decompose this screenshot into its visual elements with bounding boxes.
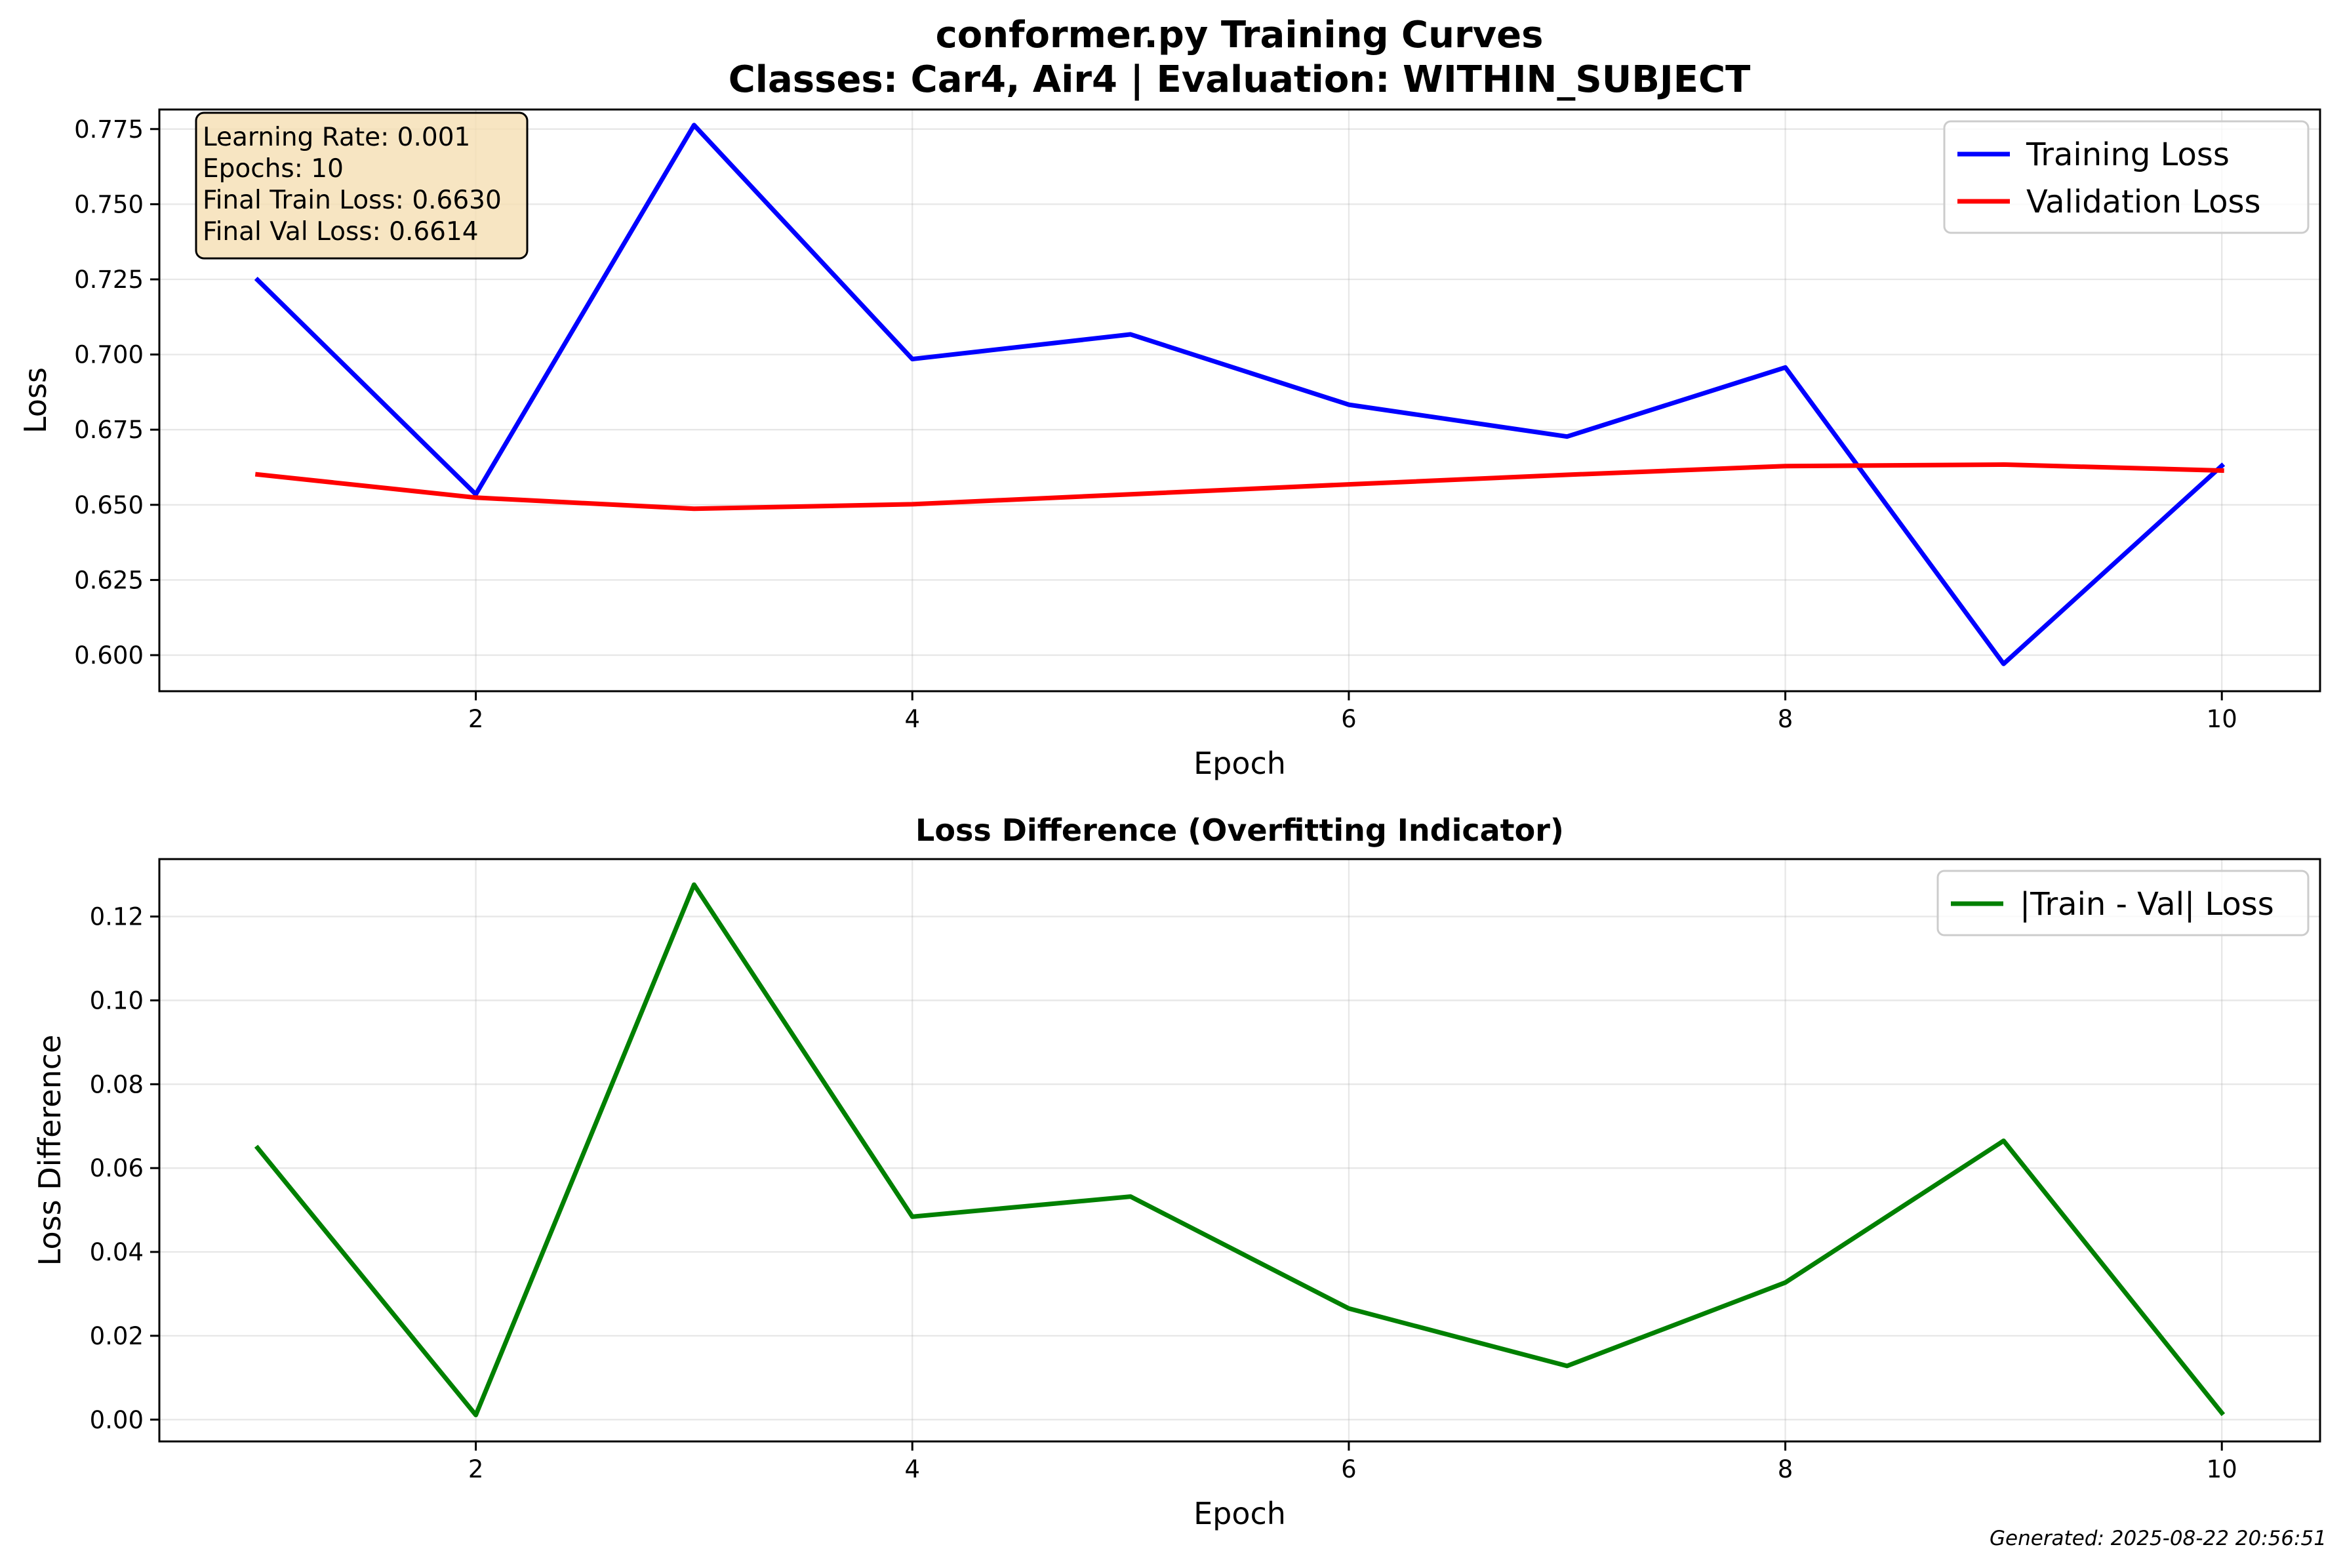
x-tick-label: 6	[1341, 1455, 1357, 1483]
info-box-frame	[195, 111, 529, 260]
legend: |Train - Val| Loss	[1936, 870, 2310, 936]
y-tick-label: 0.600	[74, 641, 144, 670]
y-tick-label: 0.625	[74, 566, 144, 594]
series-line-1	[254, 462, 2224, 512]
legend-frame	[1936, 870, 2310, 936]
series-line-0	[254, 123, 2226, 666]
x-tick-label: 10	[2207, 1455, 2237, 1483]
x-tick-label: 4	[904, 705, 920, 733]
y-tick-label: 0.775	[74, 115, 144, 144]
y-tick-label: 0.650	[74, 491, 144, 519]
axes-frame	[158, 108, 2321, 693]
legend-entry-label: Validation Loss	[2026, 184, 2261, 220]
y-tick-label: 0.700	[74, 341, 144, 369]
y-tick-label: 0.08	[90, 1070, 144, 1098]
subplot-title: Loss Difference (Overfitting Indicator)	[915, 813, 1564, 848]
x-tick-label: 6	[1341, 705, 1357, 733]
figure-title-line2: Classes: Car4, Air4 | Evaluation: WITHIN…	[729, 58, 1751, 101]
y-axis-label: Loss	[18, 367, 53, 433]
y-axis-label: Loss Difference	[32, 1035, 68, 1266]
legend-frame	[1943, 120, 2310, 234]
grid-lines	[159, 859, 2320, 1441]
x-tick-label: 10	[2207, 705, 2237, 733]
y-tick-label: 0.06	[90, 1154, 144, 1182]
legend-entry-label: Training Loss	[2026, 136, 2230, 173]
y-tick-label: 0.04	[90, 1238, 144, 1266]
x-tick-label: 2	[468, 1455, 484, 1483]
legend-entry-label: |Train - Val| Loss	[2020, 886, 2274, 923]
y-tick-label: 0.02	[90, 1322, 144, 1350]
axes-frame	[158, 858, 2321, 1443]
y-tick-label: 0.10	[90, 986, 144, 1015]
training-curves-plot: 2 4 6 8 10 0.600 0.625 0.650 0.675 0.700 0.725 0.75…	[18, 108, 2321, 781]
y-tick-label: 0.00	[90, 1406, 144, 1434]
info-box-line: Final Val Loss: 0.6614	[203, 217, 479, 247]
x-axis-label: Epoch	[1193, 746, 1286, 781]
info-box-line: Learning Rate: 0.001	[203, 123, 470, 152]
loss-difference-plot: 2 4 6 8 10 0.00 0.02 0.04 0.06 0.08 0.10 0.12 Epoch L…	[32, 813, 2321, 1531]
x-tick-label: 4	[904, 1455, 920, 1483]
x-tick-label: 2	[468, 705, 484, 733]
x-axis-label: Epoch	[1193, 1496, 1286, 1531]
figure-title-line1: conformer.py Training Curves	[936, 14, 1544, 56]
series-line-0	[254, 882, 2226, 1418]
legend: Training Loss Validation Loss	[1943, 120, 2310, 234]
y-tick-label: 0.675	[74, 416, 144, 444]
y-tick-label: 0.750	[74, 190, 144, 218]
y-tick-label: 0.12	[90, 903, 144, 931]
generated-timestamp: Generated: 2025-08-22 20:56:51	[1990, 1527, 2327, 1550]
info-box-line: Final Train Loss: 0.6630	[203, 186, 502, 215]
x-tick-label: 8	[1778, 1455, 1793, 1483]
x-tick-label: 8	[1778, 705, 1793, 733]
y-tick-label: 0.725	[74, 266, 144, 294]
info-box-line: Epochs: 10	[203, 154, 344, 184]
